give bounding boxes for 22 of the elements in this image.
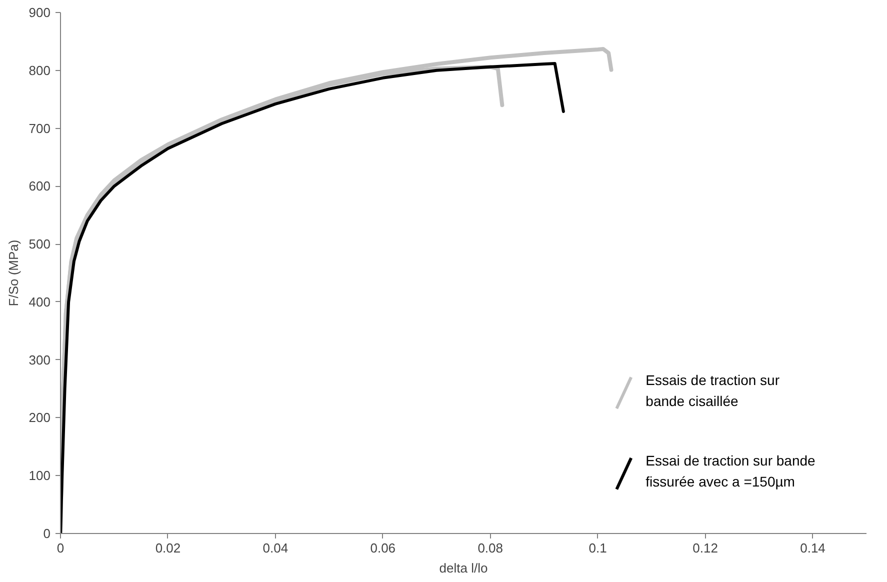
x-tick-label: 0.06 <box>370 540 396 556</box>
x-tick-label: 0 <box>56 540 64 556</box>
y-tick-label: 100 <box>28 468 51 484</box>
x-tick-label: 0.02 <box>155 540 181 556</box>
legend-label: Essai de traction sur bande fissurée avec a =150µm <box>646 452 816 490</box>
x-tick-label: 0.14 <box>800 540 826 556</box>
y-tick-label: 0 <box>43 526 51 541</box>
x-tick-label: 0.1 <box>588 540 607 556</box>
x-tick-label: 0.04 <box>262 540 288 556</box>
y-tick-label: 600 <box>28 178 51 194</box>
y-tick-label: 500 <box>28 236 51 252</box>
y-axis-title: F/So (MPa) <box>6 240 21 306</box>
x-axis-title: delta l/lo <box>439 560 488 576</box>
legend-label: Essais de traction sur bande cisaillée <box>646 372 780 409</box>
y-tick-label: 700 <box>28 120 51 136</box>
y-tick-label: 900 <box>28 5 51 20</box>
y-tick-label: 800 <box>28 62 51 78</box>
x-tick-label: 0.08 <box>478 540 504 556</box>
x-tick-label: 0.12 <box>692 540 718 556</box>
y-tick-label: 300 <box>28 352 51 368</box>
y-tick-label: 200 <box>28 410 51 426</box>
y-tick-label: 400 <box>28 294 51 310</box>
